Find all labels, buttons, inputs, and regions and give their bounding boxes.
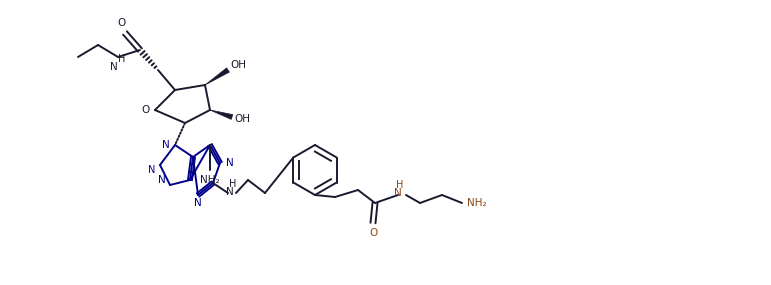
Polygon shape: [205, 68, 229, 85]
Text: N: N: [148, 165, 156, 175]
Text: H: H: [396, 180, 404, 190]
Text: OH: OH: [234, 114, 250, 124]
Text: N: N: [162, 140, 170, 150]
Text: N: N: [226, 187, 234, 197]
Text: H: H: [229, 179, 237, 189]
Text: NH₂: NH₂: [200, 175, 220, 185]
Text: O: O: [369, 228, 377, 238]
Text: O: O: [118, 18, 126, 28]
Polygon shape: [210, 110, 233, 119]
Text: N: N: [394, 188, 402, 198]
Text: NH₂: NH₂: [467, 198, 487, 208]
Text: N: N: [158, 175, 166, 185]
Text: H: H: [118, 54, 126, 64]
Text: N: N: [110, 62, 118, 72]
Text: N: N: [226, 158, 234, 168]
Text: N: N: [194, 198, 202, 208]
Text: OH: OH: [230, 60, 246, 70]
Text: O: O: [141, 105, 149, 115]
